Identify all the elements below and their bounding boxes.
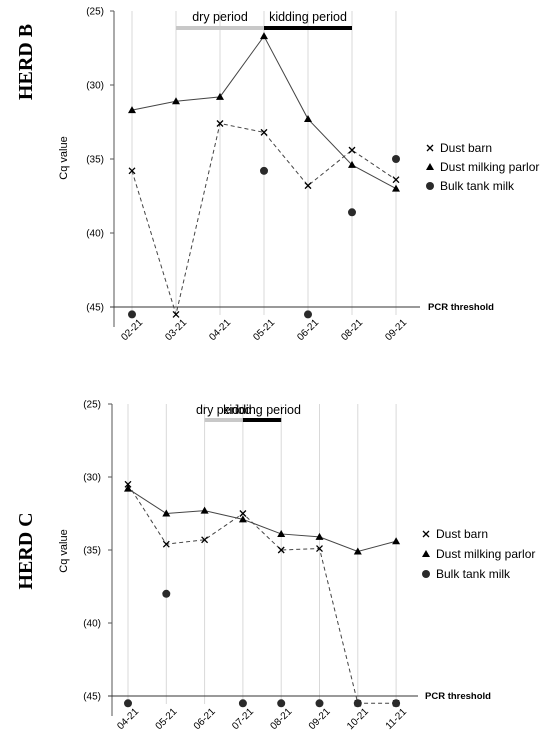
herd-b-data-point [172,310,180,318]
herd-b-data-point [392,176,400,184]
herd-b-data-point [304,310,312,319]
herd-b-x-tick-label: 09-21 [383,317,409,343]
herd-c-data-point [277,546,285,554]
herd-b-data-point [260,32,268,40]
herd-c-series-line [127,488,397,552]
herd-c-title: HERD C [15,512,37,589]
herd-b-period-label: dry period [192,10,248,24]
herd-c-x-tick-label: 10-21 [345,706,371,732]
herd-b-x-tick-label: 03-21 [163,317,189,343]
herd-b-data-point [348,208,356,217]
herd-b-data-point [392,184,400,192]
herd-b-data-point [128,106,136,114]
herd-b-x-tick-label: 06-21 [295,317,321,343]
herd-c-data-point [162,540,170,548]
herd-b-y-tick-label: (45) [86,303,104,314]
herd-c-period-bar [204,418,243,422]
herd-b-chart: (25) (30) (35) (40) (45) dry period kidding pe… [86,7,539,344]
herd-b-data-point [216,120,224,127]
herd-c-legend-label: Bulk tank milk [436,567,511,581]
herd-b-legend-marker [426,144,434,152]
herd-b-data-point [260,128,268,136]
herd-c-x-tick-label: 11-21 [384,706,410,732]
herd-b-x-tick-label: 08-21 [339,317,365,343]
herd-c-data-point [277,529,286,537]
herd-b-period-bar [176,26,264,30]
herd-c-data-point [315,532,324,540]
herd-b-y-tick-label: (25) [86,7,104,18]
herd-b-period-bar [264,26,352,30]
herd-b-data-point [216,92,224,100]
herd-c-data-point [392,537,401,545]
herd-c-y-tick-label: (40) [83,619,101,630]
herd-b-legend-label: Dust barn [440,141,492,155]
herd-b-title: HERD B [15,24,37,100]
herd-c-legend-marker [422,570,430,578]
herd-b-y-tick-label: (30) [86,81,104,92]
herd-b-legend-marker [426,163,434,170]
herd-c-period-label: dry period [196,403,252,417]
herd-c-y-tick-label: (25) [83,400,101,411]
herd-c-x-tick-label: 05-21 [154,706,180,732]
herd-c-threshold-label: PCR threshold [425,691,491,702]
herd-c-x-tick-label: 04-21 [115,706,141,732]
herd-b-legend-label: Dust milking parlor [440,160,539,174]
herd-c-x-tick-label: 07-21 [230,706,256,732]
herd-b-data-point [172,97,180,105]
herd-c-legend-label: Dust barn [436,527,488,541]
herd-c-data-point [277,699,286,708]
herd-b-data-point [348,146,356,154]
herd-c-x-tick-label: 08-21 [268,706,294,732]
herd-c-data-point [353,547,362,555]
herd-c-period-bar [242,418,282,422]
herd-b-x-tick-label: 05-21 [251,317,277,343]
herd-c-y-axis-label: Cq value [58,529,70,572]
herd-b-threshold-label: PCR threshold [428,302,494,313]
herd-b-y-tick-label: (35) [86,155,104,166]
herd-c-data-point [315,699,324,708]
herd-b-x-tick-label: 02-21 [119,317,145,343]
herd-c-x-tick-label: 06-21 [192,706,218,732]
herd-c-data-point [316,545,323,552]
herd-c-data-point [124,484,132,492]
herd-c-data-point [200,506,209,514]
herd-c-series-line [127,484,397,704]
herd-c-data-point [238,699,247,708]
herd-b-legend-label: Bulk tank milk [440,179,515,193]
herd-b-data-point [128,310,136,319]
herd-b-data-point [304,182,312,190]
herd-b-data-point [348,160,356,168]
herd-b-data-point [128,167,136,175]
herd-c-legend-label: Dust milking parlor [436,547,535,561]
herd-c-y-tick-label: (45) [83,692,101,703]
herd-c-legend-marker [422,550,430,557]
herd-c-data-point [392,699,401,708]
herd-b-data-point [392,155,400,163]
herd-c-legend-marker [422,530,430,538]
herd-b-y-axis-label: Cq value [58,136,70,179]
herd-b-data-point [304,115,312,123]
herd-b-x-tick-label: 04-21 [207,317,233,343]
herd-c-data-point [238,515,247,523]
herd-c-x-tick-label: 09-21 [307,706,333,732]
herd-b-data-point [260,166,268,175]
herd-c-y-tick-label: (35) [83,546,101,557]
herd-c-period-label: kidding period [223,403,301,417]
herd-c-y-tick-label: (30) [83,473,101,484]
herd-c-data-point [201,536,209,544]
herd-b-y-tick-label: (40) [86,229,104,240]
herd-c-data-point [239,510,247,517]
herd-c-data-point [162,509,171,517]
herd-c-data-point [353,699,362,708]
herd-b-period-label: kidding period [269,10,347,24]
herd-b-legend-marker [426,182,434,190]
herd-c-data-point [124,480,132,488]
herd-c-data-point [162,589,171,598]
herd-c-data-point [124,699,132,708]
